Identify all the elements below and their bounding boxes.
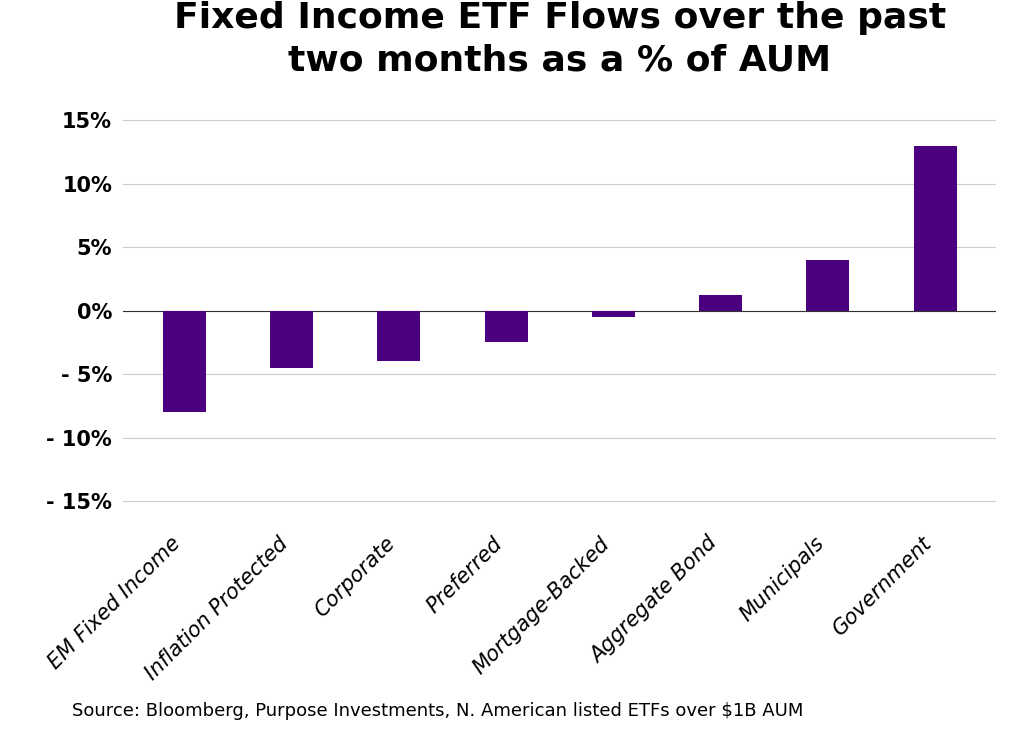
Text: Source: Bloomberg, Purpose Investments, N. American listed ETFs over $1B AUM: Source: Bloomberg, Purpose Investments, … [72, 702, 803, 720]
Bar [485, 311, 528, 342]
Bar [806, 260, 849, 311]
Title: Fixed Income ETF Flows over the past
two months as a % of AUM: Fixed Income ETF Flows over the past two… [174, 1, 946, 77]
Bar [163, 311, 205, 412]
Bar [377, 311, 420, 361]
Bar [699, 295, 743, 311]
Bar [914, 145, 956, 311]
Bar [592, 311, 635, 317]
Bar [270, 311, 313, 368]
